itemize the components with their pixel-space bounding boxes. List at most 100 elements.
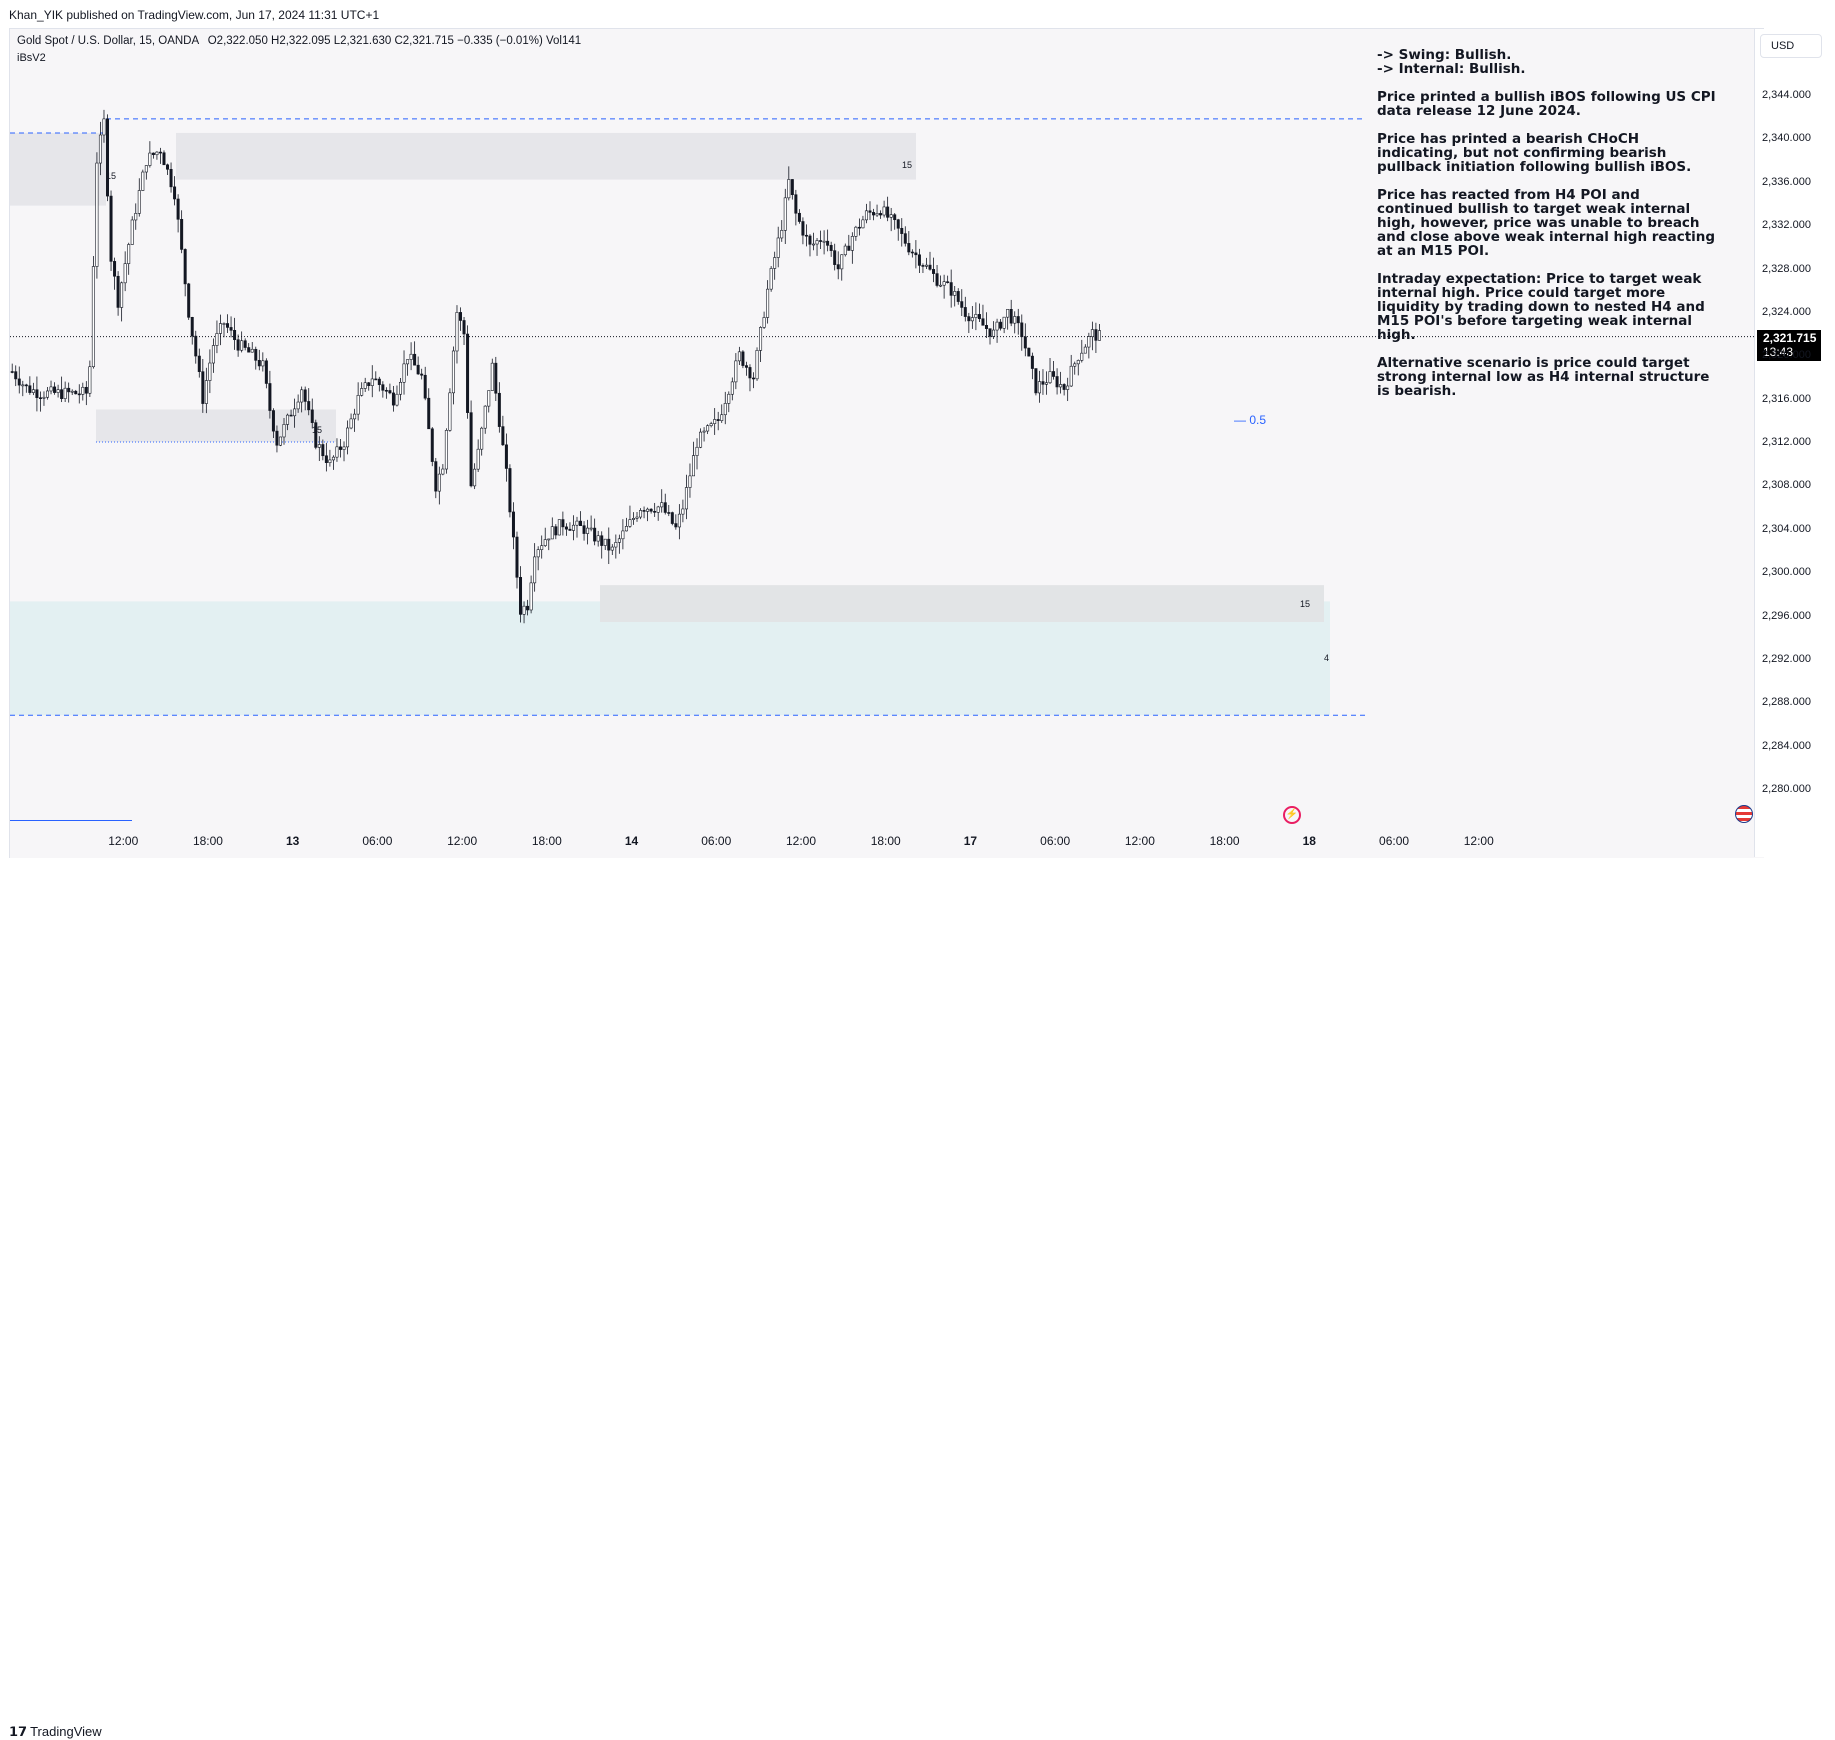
candle-body — [17, 378, 21, 386]
currency-button[interactable]: USD — [1760, 34, 1822, 58]
candle-body — [91, 266, 95, 368]
tradingview-logo[interactable]: 𝟭𝟳 TradingView — [9, 1724, 102, 1740]
time-tick-label: 18:00 — [192, 834, 223, 848]
candle-body — [787, 179, 791, 199]
candle-body — [727, 393, 731, 404]
chart-plot[interactable] — [10, 29, 1764, 857]
candle-body — [526, 605, 530, 611]
price-tick-label: 2,316.000 — [1762, 392, 1811, 405]
m15-poi-zone — [600, 585, 1324, 623]
candle-body — [84, 386, 88, 394]
candle-body — [494, 362, 498, 394]
candle-body — [593, 527, 597, 542]
candle-body — [289, 414, 293, 417]
candle-body — [247, 347, 251, 353]
candle-body — [515, 536, 519, 578]
candle-body — [148, 152, 152, 166]
candle-body — [162, 152, 166, 166]
candle-body — [677, 513, 681, 528]
candle-body — [127, 244, 131, 264]
candle-body — [1080, 352, 1084, 361]
candle-body — [229, 327, 233, 331]
candle-body — [476, 448, 480, 470]
us-flag-icon[interactable] — [1735, 805, 1753, 823]
candle-body — [649, 508, 653, 512]
candle-body — [628, 519, 632, 527]
candle-body — [1020, 322, 1024, 338]
candle-body — [360, 388, 364, 396]
candle-body — [314, 422, 318, 448]
candle-body — [21, 384, 25, 387]
candle-body — [116, 275, 120, 308]
candle-body — [106, 118, 110, 197]
candle-body — [949, 282, 953, 296]
candle-body — [522, 605, 526, 615]
candle-body — [716, 419, 720, 421]
bar-countdown: 13:43 — [1763, 345, 1794, 359]
candle-body — [1097, 330, 1101, 341]
candle-body — [1076, 360, 1080, 365]
candle-body — [744, 365, 748, 368]
candle-body — [208, 362, 212, 381]
symbol-legend[interactable]: Gold Spot / U.S. Dollar, 15, OANDA O2,32… — [17, 35, 581, 47]
candle-body — [448, 392, 452, 431]
time-tick-label: 14 — [624, 834, 639, 848]
candle-body — [741, 351, 745, 366]
candle-body — [473, 468, 477, 487]
candle-body — [1023, 336, 1027, 349]
candle-body — [14, 371, 18, 380]
candle-body — [790, 179, 794, 196]
candle-body — [141, 171, 145, 191]
candle-body — [204, 380, 208, 404]
candle-body — [769, 268, 773, 290]
note-line: Price has reacted from H4 POI and contin… — [1377, 187, 1716, 259]
candle-body — [300, 389, 304, 403]
candle-body — [582, 525, 586, 534]
candle-body — [346, 427, 350, 448]
candle-body — [981, 318, 985, 326]
candle-body — [921, 265, 925, 267]
candle-body — [427, 397, 431, 430]
candle-body — [850, 236, 854, 251]
candle-body — [155, 151, 159, 156]
candle-body — [907, 243, 911, 253]
candle-body — [815, 240, 819, 245]
time-tick-label: 06:00 — [362, 834, 393, 848]
candle-body — [353, 413, 357, 420]
candle-body — [529, 582, 533, 611]
candle-body — [74, 390, 78, 395]
price-axis[interactable] — [1754, 29, 1835, 857]
candle-body — [1083, 346, 1087, 354]
candle-body — [77, 393, 81, 396]
candle-body — [271, 410, 275, 432]
candle-body — [296, 401, 300, 410]
candle-body — [631, 518, 635, 520]
candle-body — [699, 431, 703, 448]
candle-body — [367, 382, 371, 386]
price-tick-label: 2,312.000 — [1762, 436, 1811, 448]
scroll-indicator[interactable] — [10, 820, 132, 821]
candle-body — [903, 233, 907, 244]
candle-body — [250, 348, 254, 353]
lightning-icon[interactable]: ⚡ — [1283, 806, 1301, 824]
time-tick-label: 06:00 — [701, 834, 732, 848]
zone-timeframe-label: 4 — [1324, 653, 1330, 663]
candle-body — [317, 444, 321, 448]
candle-body — [688, 475, 692, 488]
symbol-name[interactable]: Gold Spot / U.S. Dollar, 15, OANDA — [17, 35, 199, 47]
candle-body — [773, 257, 777, 269]
time-tick-label: 18:00 — [870, 834, 901, 848]
candle-body — [480, 427, 484, 450]
candle-body — [953, 291, 957, 296]
price-tick-label: 2,340.000 — [1762, 132, 1811, 145]
candle-body — [469, 412, 473, 487]
candle-body — [1027, 347, 1031, 357]
last-price-label: 2,321.715 13:43 — [1757, 330, 1821, 361]
candle-body — [423, 374, 427, 399]
candle-body — [737, 351, 741, 362]
candle-body — [826, 240, 830, 246]
candle-body — [197, 355, 201, 372]
candle-body — [374, 378, 378, 381]
indicator-label[interactable]: iBsV2 — [17, 52, 46, 64]
candle-body — [28, 385, 32, 393]
